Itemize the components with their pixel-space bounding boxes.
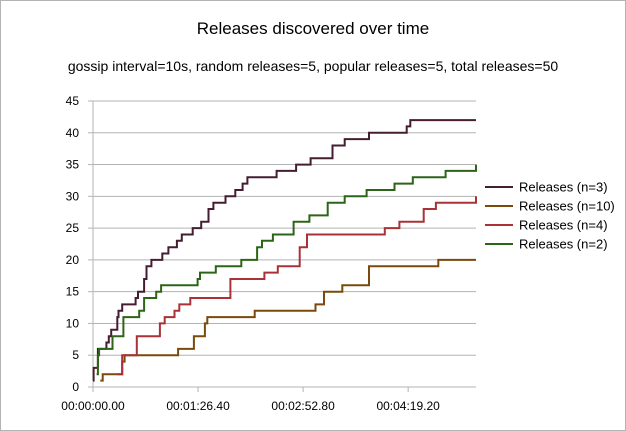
y-tick-label: 25 [66, 221, 80, 235]
series-lines [92, 119, 477, 382]
y-tick-label: 45 [66, 94, 80, 108]
legend-label: Releases (n=4) [519, 218, 608, 233]
legend-label: Releases (n=10) [519, 199, 615, 214]
y-tick-label: 10 [66, 316, 80, 330]
y-tick-label: 0 [72, 380, 79, 394]
legend-label: Releases (n=2) [519, 237, 608, 252]
series-line-2 [100, 258, 476, 382]
y-tick-label: 40 [66, 126, 80, 140]
y-tick-label: 35 [66, 158, 80, 172]
y-tick-label: 15 [66, 285, 80, 299]
x-tick-label: 00:00:00.00 [61, 399, 125, 413]
chart-subtitle: gossip interval=10s, random releases=5, … [68, 58, 559, 74]
legend: Releases (n=3) Releases (n=10) Releases (n… [485, 180, 615, 252]
y-tick-label: 5 [72, 348, 79, 362]
y-tick-label: 30 [66, 189, 80, 203]
series-line-1 [92, 119, 476, 382]
gridlines [93, 100, 476, 356]
axes: 0 5 10 15 20 25 30 35 40 45 00:00:00.00 00:01:26.40… [61, 94, 476, 413]
series-line-3 [117, 196, 477, 376]
chart-title: Releases discovered over time [197, 19, 429, 38]
y-tick-label: 20 [66, 253, 80, 267]
x-tick-label: 00:02:52.80 [271, 399, 335, 413]
x-tick-label: 00:01:26.40 [166, 399, 230, 413]
series-line-4 [96, 164, 477, 376]
x-tick-label: 00:04:19.20 [376, 399, 440, 413]
legend-label: Releases (n=3) [519, 180, 608, 195]
